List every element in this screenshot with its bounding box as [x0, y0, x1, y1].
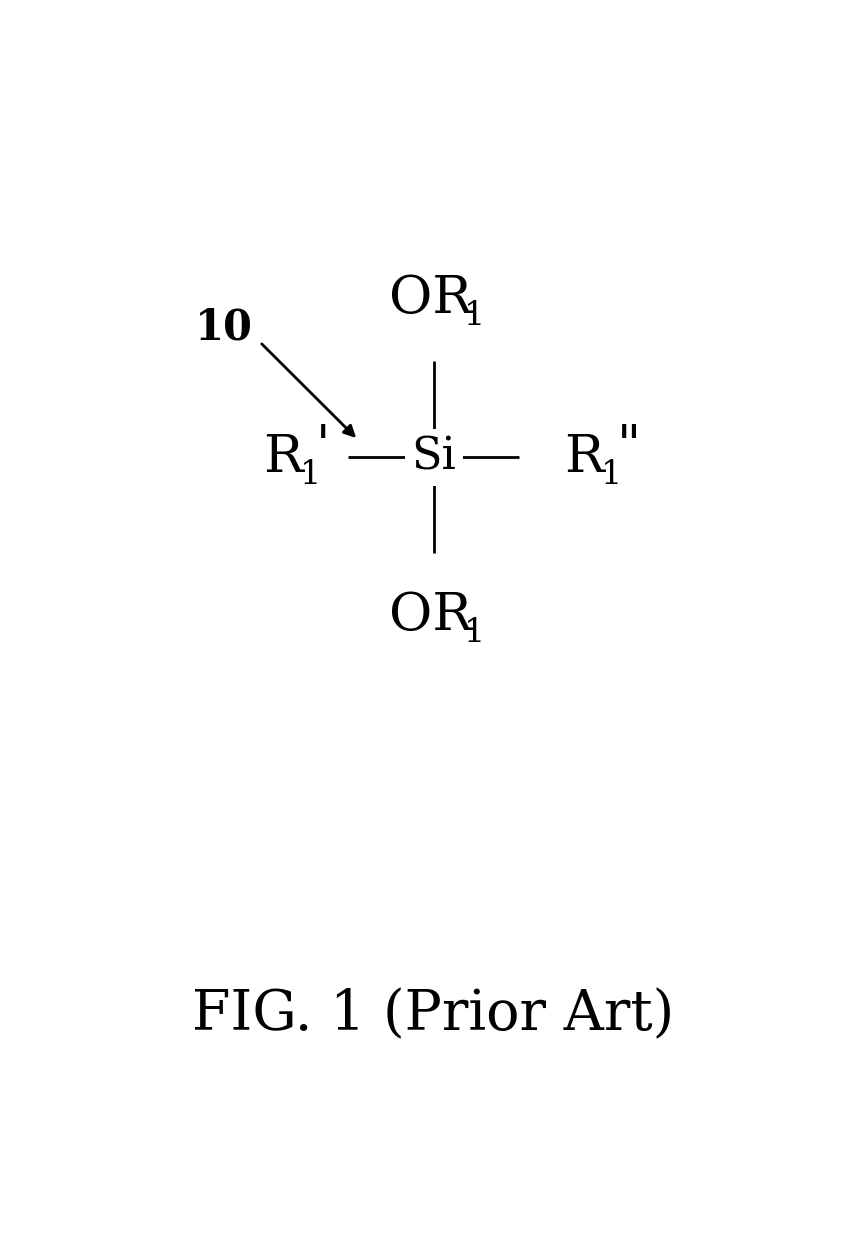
Text: ": " [617, 422, 641, 473]
Text: 1: 1 [299, 458, 321, 490]
Text: 10: 10 [195, 307, 253, 348]
Text: R: R [263, 432, 303, 483]
Text: OR: OR [388, 273, 472, 324]
Text: 1: 1 [602, 458, 623, 490]
Text: ': ' [316, 422, 331, 473]
Text: 1: 1 [464, 617, 485, 649]
Text: 1: 1 [464, 300, 485, 332]
Text: Si: Si [411, 436, 456, 479]
Text: OR: OR [388, 590, 472, 641]
Text: R: R [564, 432, 604, 483]
Text: FIG. 1 (Prior Art): FIG. 1 (Prior Art) [192, 987, 675, 1042]
